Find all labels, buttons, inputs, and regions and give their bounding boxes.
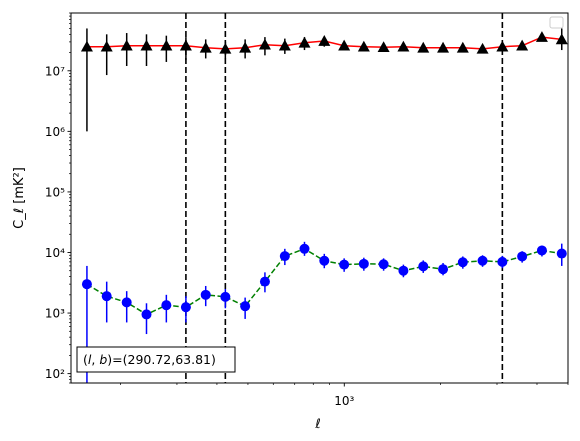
x-tick-label: 10³ xyxy=(334,394,354,408)
y-tick-label: 10⁴ xyxy=(45,246,65,260)
series-2-point xyxy=(101,291,112,302)
series-2-point xyxy=(358,258,369,269)
series-2-point xyxy=(240,301,251,312)
series-1-point xyxy=(278,39,291,51)
series-1-point xyxy=(555,33,568,45)
y-tick-label: 10⁷ xyxy=(45,64,65,78)
series-2-point xyxy=(319,255,330,266)
annotation-text: (l, b)=(290.72,63.81) xyxy=(83,352,216,367)
annotation-box xyxy=(76,346,236,373)
series-2-point xyxy=(200,289,211,300)
series-2-point xyxy=(438,264,449,275)
y-axis-label: C_ℓ [mK²] xyxy=(12,167,27,229)
series-1-point xyxy=(357,40,370,52)
series-2-point xyxy=(497,256,508,267)
series-1-point xyxy=(239,41,252,53)
x-axis-label: ℓ xyxy=(314,417,320,432)
series-1-point xyxy=(318,35,331,46)
series-2-point xyxy=(398,265,409,276)
series-1 xyxy=(80,28,568,132)
series-1-point xyxy=(160,39,173,51)
series-2-point xyxy=(161,300,172,311)
y-tick-labels: 10² 10³ 10⁴ 10⁵ 10⁶ 10⁷ xyxy=(45,64,65,381)
y-tick-label: 10³ xyxy=(45,307,65,321)
series-2-point xyxy=(141,309,152,320)
x-axis xyxy=(120,383,569,387)
series-1-point xyxy=(298,36,311,48)
series-1-point xyxy=(219,42,232,54)
series-1-point xyxy=(199,41,212,53)
series-1-point xyxy=(535,31,548,42)
series-1-point xyxy=(496,40,509,52)
series-1-point xyxy=(338,39,351,51)
y-tick-label: 10⁵ xyxy=(45,185,65,199)
series-2-point xyxy=(81,279,92,290)
series-2-point xyxy=(220,291,231,302)
series-1-point xyxy=(456,41,469,53)
series-1-point xyxy=(179,39,192,51)
series-2-point xyxy=(418,261,429,272)
series-1-point xyxy=(417,41,430,53)
series-2 xyxy=(81,241,567,383)
plot-content xyxy=(80,13,568,383)
series-2-point xyxy=(299,243,310,254)
series-1-point xyxy=(437,41,450,53)
series-1-point xyxy=(258,38,271,50)
series-2-point xyxy=(517,251,528,262)
series-1-point xyxy=(476,42,489,54)
y-axis xyxy=(67,12,71,384)
y-tick-label: 10⁶ xyxy=(45,125,65,139)
series-2-point xyxy=(378,259,389,270)
series-2-point xyxy=(121,297,132,308)
series-1-point xyxy=(397,40,410,52)
series-1-point xyxy=(120,39,133,51)
legend-box xyxy=(549,16,564,29)
series-2-point xyxy=(180,302,191,313)
series-2-point xyxy=(477,255,488,266)
series-2-point xyxy=(339,259,350,270)
y-tick-label: 10² xyxy=(45,367,65,381)
series-1-point xyxy=(377,41,390,53)
series-2-point xyxy=(457,257,468,268)
series-1-point xyxy=(80,40,93,52)
series-1-point xyxy=(516,39,529,51)
x-tick-labels: 10³ xyxy=(334,394,354,408)
series-2-point xyxy=(259,276,270,287)
series-2-point xyxy=(279,251,290,262)
series-2-point xyxy=(536,245,547,256)
series-1-point xyxy=(140,39,153,51)
series-2-point xyxy=(556,248,567,259)
series-1-point xyxy=(100,40,113,52)
